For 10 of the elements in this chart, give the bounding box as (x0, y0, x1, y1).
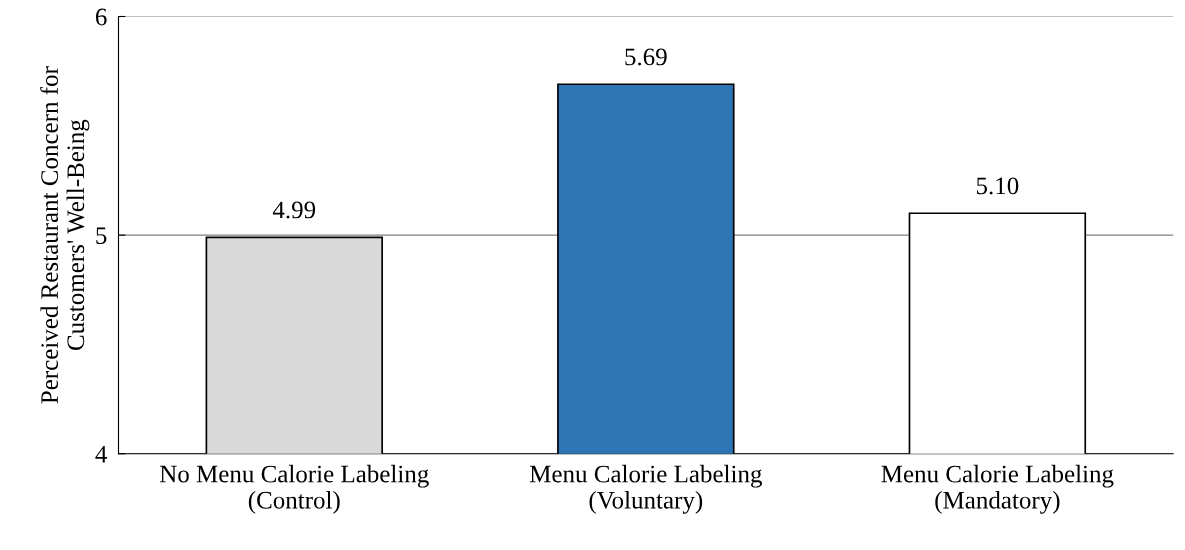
y-tick-label: 6 (95, 8, 107, 26)
x-tick-label: No Menu Calorie Labeling (Control) (159, 464, 429, 514)
x-tick-label: Menu Calorie Labeling (Voluntary) (529, 464, 762, 514)
data-label: 4.99 (272, 201, 316, 219)
data-label: 5.10 (976, 177, 1019, 195)
y-tick-label: 5 (96, 227, 107, 245)
y-axis-title: Perceived Restaurant Concern for Customers' Well-Being (40, 66, 90, 404)
data-label: 5.69 (625, 48, 667, 66)
y-tick-label: 4 (95, 445, 107, 463)
x-tick-label: Menu Calorie Labeling (Mandatory) (881, 464, 1114, 514)
